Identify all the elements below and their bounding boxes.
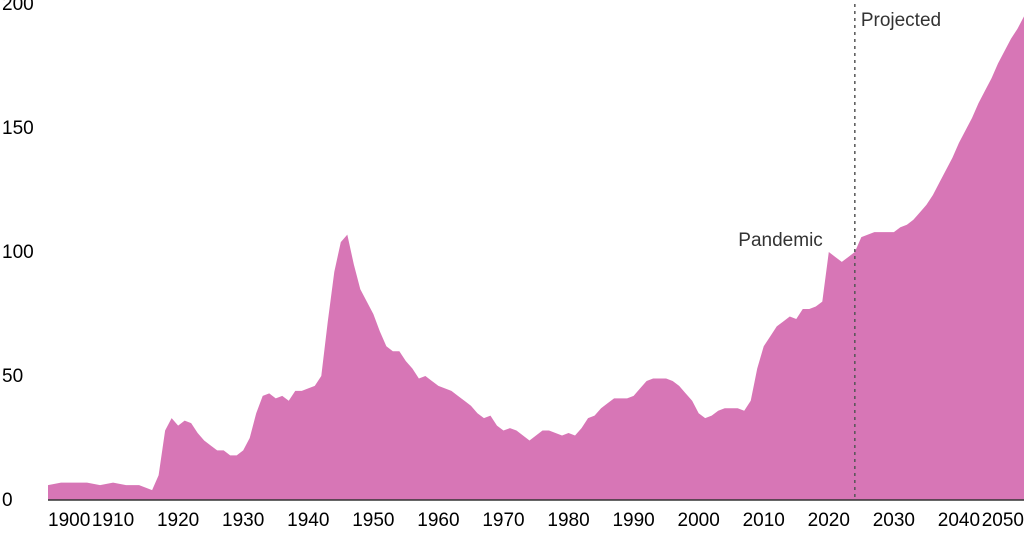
x-tick-label: 2010 [743,510,785,531]
annotation-pandemic: Pandemic [738,230,823,251]
x-tick-label: 1960 [417,510,459,531]
y-tick-label: 100 [2,242,34,263]
y-tick-label: 150 [2,118,34,139]
annotation-projected: Projected [861,10,941,31]
x-tick-label: 2040 [938,510,980,531]
x-tick-label: 2030 [873,510,915,531]
y-tick-label: 200 [2,0,34,15]
x-tick-label: 1920 [157,510,199,531]
x-tick-label: 2000 [678,510,720,531]
x-tick-label: 1970 [482,510,524,531]
area-chart: 0 50 100 150 200 19001910 1920 1930 1940 1950 1960… [0,0,1024,533]
x-tick-label: 1980 [547,510,589,531]
chart-container: 0 50 100 150 200 19001910 1920 1930 1940 1950 1960… [0,0,1024,533]
y-tick-label: 0 [2,490,13,511]
x-tick-label: 1910 [92,510,134,531]
x-tick-label: 1940 [287,510,329,531]
y-tick-label: 50 [2,366,23,387]
x-tick-label: 1900 [48,510,90,531]
x-tick-label: 2050 [982,510,1024,531]
x-tick-label: 2020 [808,510,850,531]
x-tick-label: 1930 [222,510,264,531]
x-tick-label: 1990 [612,510,654,531]
x-tick-label: 1950 [352,510,394,531]
